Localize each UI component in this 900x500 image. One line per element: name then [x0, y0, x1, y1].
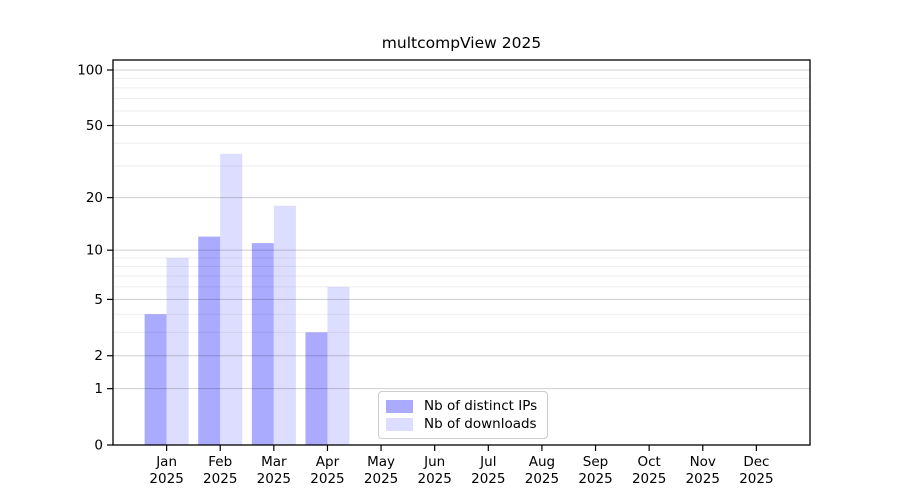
x-tick-label-year-mar: 2025	[257, 471, 291, 487]
x-tick-label-year-oct: 2025	[632, 471, 666, 487]
y-tick-label-5: 5	[94, 292, 103, 308]
x-tick-label-month-mar: Mar	[261, 454, 287, 470]
x-tick-label-year-feb: 2025	[203, 471, 237, 487]
x-tick-label-year-jun: 2025	[418, 471, 452, 487]
legend-swatch-distinct-ips	[386, 399, 413, 413]
x-tick-label-month-dec: Dec	[743, 454, 769, 470]
y-tick-label-100: 100	[77, 63, 103, 79]
x-tick-label-year-dec: 2025	[739, 471, 773, 487]
legend-item-distinct-ips: Nb of distinct IPs	[386, 399, 539, 413]
tick-marks	[107, 69, 757, 451]
bar-mar-downloads	[273, 205, 296, 445]
legend-item-downloads: Nb of downloads	[386, 417, 539, 431]
x-tick-label-month-may: May	[367, 454, 395, 470]
x-tick-label-year-aug: 2025	[525, 471, 559, 487]
x-tick-label-year-jan: 2025	[149, 471, 183, 487]
legend-label-downloads: Nb of downloads	[424, 416, 537, 432]
x-tick-label-month-jun: Jun	[423, 454, 445, 470]
bar-apr-distinct-ips	[305, 332, 328, 445]
y-tick-label-1: 1	[94, 381, 103, 397]
x-tick-label-month-aug: Aug	[529, 454, 555, 470]
chart-title: multcompView 2025	[381, 34, 542, 52]
tick-labels: 0125102050100Jan2025Feb2025Mar2025Apr202…	[77, 63, 773, 488]
x-tick-label-year-jul: 2025	[471, 471, 505, 487]
x-tick-label-year-nov: 2025	[686, 471, 720, 487]
bar-feb-downloads	[220, 153, 243, 445]
y-tick-label-50: 50	[86, 118, 103, 134]
x-tick-label-year-sep: 2025	[578, 471, 612, 487]
legend: Nb of distinct IPs Nb of downloads	[378, 391, 548, 439]
bar-mar-distinct-ips	[251, 243, 274, 445]
bar-feb-distinct-ips	[198, 236, 221, 445]
x-tick-label-month-nov: Nov	[690, 454, 716, 470]
minor-gridlines	[113, 77, 810, 333]
y-tick-label-10: 10	[86, 243, 103, 259]
legend-swatch-downloads	[386, 417, 413, 431]
plot-frame	[112, 59, 811, 446]
x-tick-label-month-jul: Jul	[479, 454, 496, 470]
x-tick-label-month-apr: Apr	[316, 454, 340, 470]
x-tick-label-month-jan: Jan	[155, 454, 177, 470]
legend-label-distinct-ips: Nb of distinct IPs	[424, 398, 538, 414]
x-tick-label-month-oct: Oct	[637, 454, 660, 470]
bar-apr-downloads	[327, 286, 350, 445]
x-tick-label-year-apr: 2025	[310, 471, 344, 487]
x-tick-label-month-sep: Sep	[583, 454, 608, 470]
y-tick-label-20: 20	[86, 190, 103, 206]
y-tick-label-2: 2	[94, 348, 103, 364]
x-tick-label-year-may: 2025	[364, 471, 398, 487]
bar-jan-downloads	[166, 257, 189, 445]
bar-jan-distinct-ips	[144, 314, 167, 445]
y-tick-label-0: 0	[94, 438, 103, 454]
x-tick-label-month-feb: Feb	[208, 454, 232, 470]
bars-group	[144, 153, 350, 445]
major-gridlines	[113, 69, 810, 390]
